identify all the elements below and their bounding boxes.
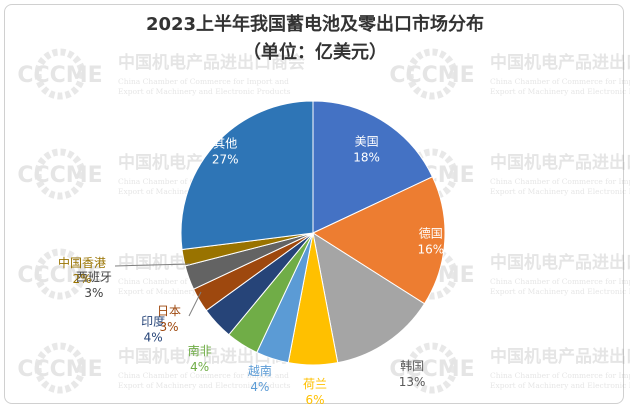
slice-label-percent: 18% bbox=[353, 151, 380, 165]
slice-label-name: 韩国 bbox=[400, 358, 424, 373]
slice-label-name: 西班牙 bbox=[76, 270, 112, 284]
slice-label-percent: 6% bbox=[305, 393, 324, 407]
slice-label-percent: 4% bbox=[250, 380, 269, 394]
slice-label-name: 其他 bbox=[213, 136, 237, 150]
slice-label-percent: 3% bbox=[84, 286, 103, 300]
slice-label-name: 德国 bbox=[419, 225, 443, 240]
watermark-org-en: Export of Machinery and Electronic Produ… bbox=[490, 381, 630, 390]
watermark-org-en: China Chamber of Commerce for Import and bbox=[118, 77, 289, 86]
pie-slice bbox=[312, 231, 426, 364]
watermark-org-cn: 中国机电产品进出口商会 bbox=[490, 152, 630, 173]
watermark-org-en: Export of Machinery and Electronic Produ… bbox=[118, 87, 291, 96]
slice-label-percent: 16% bbox=[417, 242, 444, 256]
watermark-org-cn: 中国机电产品进出口商会 bbox=[490, 252, 630, 273]
slice-label-name: 越南 bbox=[248, 363, 272, 378]
slice-label-name: 日本 bbox=[157, 304, 181, 318]
chart-frame bbox=[4, 4, 624, 404]
watermark-logo-text: CCCME bbox=[17, 263, 102, 288]
watermark-org-en: China Chamber of Commerce for Import and bbox=[490, 277, 630, 286]
watermark-logo-text: CCCME bbox=[17, 163, 102, 188]
leader-lines bbox=[114, 263, 202, 317]
watermark-org-en: Export of Machinery and Electronic Produ… bbox=[490, 287, 630, 296]
watermark-org-en: China Chamber of Commerce for Import and bbox=[490, 177, 630, 186]
pie-slice bbox=[311, 176, 446, 305]
watermark: CCCME 中国机电产品进出口商会 China Chamber of Commerc… bbox=[17, 48, 305, 100]
slice-label-name: 南非 bbox=[188, 343, 212, 358]
watermark-logo-text: CCCME bbox=[389, 357, 474, 382]
pie-slice bbox=[180, 100, 314, 251]
leader-line bbox=[114, 263, 191, 267]
chart-subtitle: （单位：亿美元） bbox=[243, 42, 387, 63]
slice-label-name: 美国 bbox=[355, 135, 379, 149]
slice-label-name: 中国香港 bbox=[58, 255, 106, 270]
slice-label-name: 荷兰 bbox=[303, 377, 327, 391]
slice-labels: 美国 18% 德国 16% 韩国 13% 荷兰 6% 越南 4% 南非 4% 印度 4% 日本 3% 西班牙 3%… bbox=[58, 135, 444, 407]
watermark-org-en: Export of Machinery and Electronic Produ… bbox=[490, 187, 630, 196]
watermark-logo-text: CCCME bbox=[389, 63, 474, 88]
watermark-org-en: Export of Machinery and Electronic Produ… bbox=[490, 87, 630, 96]
slice-label-percent: 13% bbox=[399, 375, 426, 389]
watermark-org-cn: 中国机电产品进出口商会 bbox=[490, 52, 630, 73]
watermark: CCCME 中国机电产品进出口商会 China Chamber of Commerc… bbox=[389, 342, 630, 394]
slice-label-percent: 27% bbox=[212, 152, 239, 166]
chart-title: 2023上半年我国蓄电池及零出口市场分布 bbox=[145, 14, 485, 35]
slice-label-percent: 4% bbox=[144, 330, 163, 344]
watermark-org-cn: 中国机电产品进出口商会 bbox=[490, 346, 630, 367]
watermark-logo-text: CCCME bbox=[17, 357, 102, 382]
watermark-org-cn: 中国机电产品进出口商会 bbox=[118, 52, 305, 73]
watermark-org-en: Export of Machinery and Electronic Produ… bbox=[118, 381, 291, 390]
pie-slices bbox=[180, 100, 446, 366]
watermark-logo-text: CCCME bbox=[17, 63, 102, 88]
watermark-org-en: China Chamber of Commerce for Import and bbox=[118, 371, 289, 380]
slice-label-percent: 2% bbox=[72, 272, 91, 286]
slice-label-name: 印度 bbox=[141, 313, 165, 328]
watermark-org-en: China Chamber of Commerce for Import and bbox=[490, 77, 630, 86]
leader-line bbox=[188, 291, 202, 317]
watermark-org-en: China Chamber of Commerce for Import and bbox=[490, 371, 630, 380]
pie-slice bbox=[312, 100, 434, 234]
watermark: CCCME 中国机电产品进出口商会 China Chamber of Commerc… bbox=[389, 48, 630, 100]
slice-label-percent: 4% bbox=[190, 360, 209, 374]
slice-label-percent: 3% bbox=[159, 320, 178, 334]
